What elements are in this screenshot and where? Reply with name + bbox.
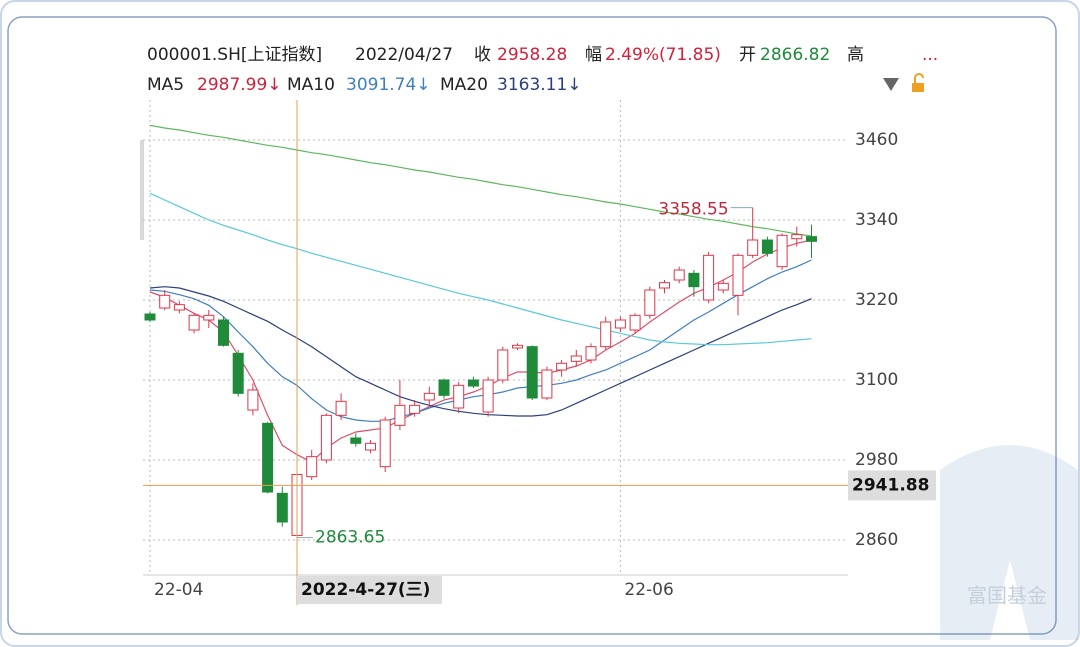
candle-body: [453, 384, 465, 409]
candle-body: [644, 289, 656, 316]
ma-name: MA10: [287, 75, 335, 95]
open-value: 2866.82: [760, 45, 830, 65]
date: 2022/04/27: [355, 45, 453, 65]
candle-body: [365, 442, 376, 451]
candle-body: [541, 369, 553, 399]
candle-body: [218, 319, 229, 346]
label: 开: [739, 45, 756, 65]
label: 高: [847, 45, 864, 65]
candle-body: [629, 314, 641, 331]
candle-body: [600, 321, 612, 348]
ma-value: 2987.99↓: [197, 75, 282, 95]
candle-body: [747, 239, 759, 256]
candle-body: [262, 422, 274, 493]
y-tick-label: 3340: [855, 210, 898, 230]
ma-value: 3091.74↓: [346, 75, 431, 95]
ma-line: [149, 124, 812, 237]
candle-body: [350, 437, 362, 444]
ma-name: MA20: [440, 75, 488, 95]
low-label: 2863.65: [315, 528, 385, 548]
high-label: 3358.55: [658, 200, 728, 220]
y-tick-label: 2980: [855, 450, 898, 470]
candle-body: [335, 400, 347, 416]
change-value: 2.49%(71.85): [605, 45, 721, 65]
crosshair-value: 2941.88: [852, 475, 929, 495]
candle-body: [320, 414, 332, 461]
candle-body: [703, 254, 715, 301]
candle-body: [659, 282, 670, 289]
candle-body: [556, 362, 568, 371]
candle-body: [673, 269, 685, 281]
candle-body: [585, 346, 597, 361]
scrollbar: [140, 140, 144, 240]
candle-body: [379, 419, 391, 468]
label: 幅: [585, 45, 602, 65]
candle-body: [247, 389, 259, 411]
candle-body: [423, 392, 435, 401]
ma-name: MA5: [147, 75, 184, 95]
candle-body: [188, 314, 200, 331]
candle-body: [394, 404, 406, 426]
ma-line: [149, 286, 812, 417]
candle-body: [570, 355, 582, 362]
candle-body: [761, 239, 773, 254]
candle-body: [497, 349, 509, 381]
candle-body: [776, 234, 788, 268]
lock-icon: [914, 73, 924, 83]
crosshair-date: 2022-4-27(三): [301, 580, 430, 600]
candle-body: [203, 314, 215, 321]
watermark-logo: [940, 445, 1078, 640]
candle-body: [144, 313, 156, 321]
candle-body: [482, 379, 494, 413]
ma-line: [149, 192, 812, 346]
candle-body: [159, 294, 171, 309]
card: [7, 16, 1057, 635]
y-tick-label: 3100: [855, 370, 898, 390]
candle-body: [173, 304, 185, 311]
candle-body: [409, 404, 421, 414]
y-tick-label: 3220: [855, 290, 898, 310]
y-tick-label: 3460: [855, 130, 898, 150]
ma-value: 3163.11↓: [497, 75, 582, 95]
candle-body: [614, 319, 626, 329]
x-tick-label: 22-04: [154, 580, 203, 600]
candle-body: [276, 492, 288, 523]
x-tick-label: 22-06: [624, 580, 673, 600]
candle-body: [732, 254, 744, 296]
y-tick-label: 2860: [855, 530, 898, 550]
watermark: 富国基金: [967, 584, 1047, 608]
symbol: 000001.SH[上证指数]: [147, 45, 322, 65]
label: 收: [474, 45, 491, 65]
candle-body: [806, 236, 817, 242]
lock-icon[interactable]: [912, 83, 924, 92]
candle-body: [512, 344, 523, 349]
candle-body: [306, 456, 318, 478]
candle-body: [791, 234, 803, 240]
close-value: 2958.28: [497, 45, 567, 65]
more[interactable]: ...: [922, 45, 938, 65]
candle-body: [438, 379, 450, 396]
candle-body: [526, 346, 538, 399]
crosshair-value-box: [848, 470, 936, 501]
ma-line: [149, 259, 812, 422]
candle-body: [717, 282, 729, 291]
crosshair-date-box: [297, 576, 442, 604]
candle-body: [232, 352, 244, 394]
candle-body: [688, 272, 700, 288]
dropdown-icon[interactable]: [883, 78, 899, 91]
ma-line: [149, 239, 812, 463]
candle-body: [467, 379, 479, 387]
